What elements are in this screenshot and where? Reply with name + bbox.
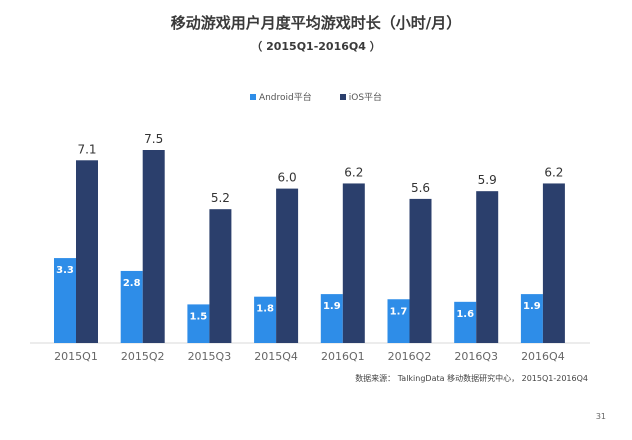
page-number: 31 bbox=[595, 412, 606, 421]
chart-legend: Android平台 iOS平台 bbox=[0, 90, 632, 103]
bar-ios-2016Q2 bbox=[409, 198, 432, 343]
x-tick-label-2015Q4: 2015Q4 bbox=[254, 350, 298, 363]
legend-label-ios: iOS平台 bbox=[348, 93, 383, 103]
data-label-android-2016Q4: 1.9 bbox=[523, 301, 541, 312]
data-label-ios-2015Q3: 5.2 bbox=[211, 191, 230, 205]
bar-android-2015Q2 bbox=[120, 270, 143, 343]
bar-ios-2015Q2 bbox=[142, 150, 165, 343]
bar-ios-2015Q4 bbox=[276, 188, 299, 343]
data-label-ios-2016Q4: 6.2 bbox=[544, 165, 563, 179]
x-tick-label-2016Q2: 2016Q2 bbox=[388, 350, 432, 363]
data-label-ios-2016Q1: 6.2 bbox=[344, 165, 363, 179]
bar-ios-2016Q1 bbox=[342, 183, 365, 343]
bar-ios-2016Q4 bbox=[542, 183, 565, 343]
x-tick-label-2015Q3: 2015Q3 bbox=[188, 350, 232, 363]
legend-swatch-android bbox=[249, 93, 256, 100]
chart-title: 移动游戏用户月度平均游戏时长（小时/月） bbox=[170, 14, 462, 32]
data-label-android-2015Q2: 2.8 bbox=[123, 278, 141, 289]
legend-label-android: Android平台 bbox=[258, 93, 312, 103]
bar-ios-2015Q1 bbox=[76, 160, 98, 343]
data-label-android-2016Q3: 1.6 bbox=[456, 309, 474, 320]
data-label-android-2015Q4: 1.8 bbox=[256, 304, 274, 315]
chart-subtitle: （ 2015Q1-2016Q4 ） bbox=[251, 40, 381, 53]
bar-android-2015Q4 bbox=[254, 296, 277, 343]
bar-ios-2015Q3 bbox=[209, 209, 232, 343]
bar-android-2016Q1 bbox=[320, 294, 343, 343]
data-label-ios-2015Q4: 6.0 bbox=[278, 171, 297, 185]
data-label-ios-2015Q1: 7.1 bbox=[77, 142, 96, 156]
x-tick-label-2016Q1: 2016Q1 bbox=[321, 350, 365, 363]
data-label-android-2016Q2: 1.7 bbox=[390, 306, 408, 317]
legend-swatch-ios bbox=[339, 93, 346, 100]
data-label-ios-2016Q2: 5.6 bbox=[411, 181, 430, 195]
bar-android-2016Q4 bbox=[520, 294, 543, 343]
source-note: 数据来源： TalkingData 移动数据研究中心， 2015Q1-2016Q… bbox=[355, 374, 588, 383]
data-label-android-2015Q1: 3.3 bbox=[56, 265, 74, 276]
data-label-ios-2015Q2: 7.5 bbox=[144, 132, 163, 146]
bar-android-2015Q1 bbox=[54, 258, 76, 343]
x-tick-label-2015Q1: 2015Q1 bbox=[54, 350, 98, 363]
legend-item-ios: iOS平台 bbox=[339, 90, 383, 103]
data-label-android-2015Q3: 1.5 bbox=[190, 311, 208, 322]
x-tick-label-2015Q2: 2015Q2 bbox=[121, 350, 165, 363]
x-tick-label-2016Q3: 2016Q3 bbox=[454, 350, 498, 363]
data-label-ios-2016Q3: 5.9 bbox=[478, 173, 497, 187]
bar-android-2016Q3 bbox=[454, 301, 477, 343]
data-label-android-2016Q1: 1.9 bbox=[323, 301, 341, 312]
x-tick-label-2016Q4: 2016Q4 bbox=[521, 350, 565, 363]
bar-ios-2016Q3 bbox=[476, 191, 499, 343]
bar-android-2016Q2 bbox=[387, 299, 410, 343]
legend-item-android: Android平台 bbox=[249, 90, 312, 103]
bar-android-2015Q3 bbox=[187, 304, 210, 343]
